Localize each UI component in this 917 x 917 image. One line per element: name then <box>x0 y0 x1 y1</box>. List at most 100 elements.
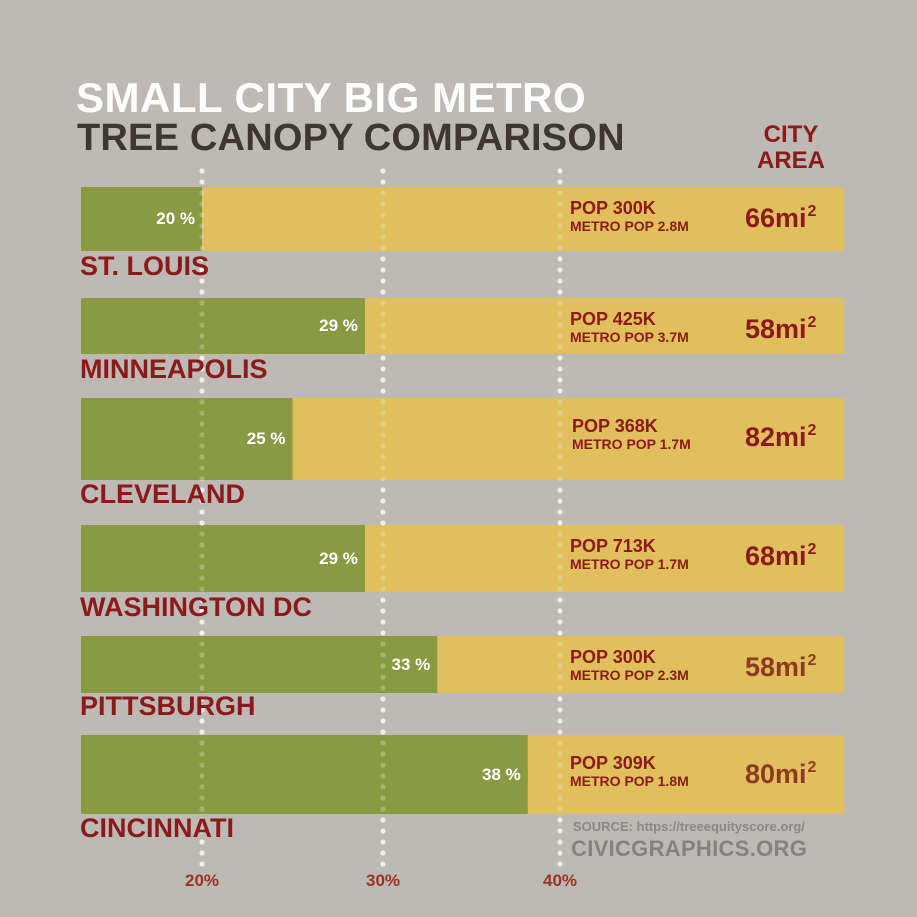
gridline-dot <box>557 729 563 735</box>
gridline-dot <box>199 762 205 768</box>
gridline-dot <box>557 344 563 350</box>
gridline-dot <box>380 300 386 306</box>
bar-canopy-2 <box>81 398 293 480</box>
squared-superscript: 2 <box>807 422 817 439</box>
canopy-value-label: 20 % <box>156 209 195 228</box>
gridline-dot <box>380 861 386 867</box>
gridline-dot <box>199 300 205 306</box>
city-name-label: CLEVELAND <box>80 479 246 509</box>
gridline-dot <box>199 344 205 350</box>
city-population: POP 713K <box>570 536 656 556</box>
source-note: SOURCE: https://treeequityscore.org/ <box>573 819 805 834</box>
gridline-dot <box>380 652 386 658</box>
gridline-dot <box>380 256 386 262</box>
gridline-dot <box>380 564 386 570</box>
gridline-dot <box>380 344 386 350</box>
gridline-dot <box>557 608 563 614</box>
gridline-dot <box>380 520 386 526</box>
bar-canopy-0 <box>81 187 202 251</box>
city-area-number: 68mi <box>745 541 807 571</box>
gridline-dot <box>557 476 563 482</box>
gridline-dot <box>199 509 205 515</box>
bar-canopy-3 <box>81 525 365 592</box>
city-population: POP 300K <box>570 647 656 667</box>
metro-population: METRO POP 1.7M <box>572 436 691 452</box>
gridline-dot <box>557 696 563 702</box>
city-area-number: 82mi <box>745 422 807 452</box>
population-info: POP 300K METRO POP 2.3M <box>570 647 689 683</box>
chart-subtitle: TREE CANOPY COMPARISON <box>77 117 625 159</box>
gridline-dot <box>199 619 205 625</box>
gridline-dot <box>199 773 205 779</box>
gridline-dot <box>380 575 386 581</box>
gridline-dot <box>380 333 386 339</box>
gridline-dot <box>380 531 386 537</box>
gridline-dot <box>557 168 563 174</box>
gridline-dot <box>199 817 205 823</box>
gridline-dot <box>380 685 386 691</box>
gridline-dot <box>557 322 563 328</box>
gridline-dot <box>199 564 205 570</box>
gridline-dot <box>199 223 205 229</box>
gridline-dot <box>557 520 563 526</box>
gridline-dot <box>380 817 386 823</box>
gridline-dot <box>199 707 205 713</box>
gridline-dot <box>199 366 205 372</box>
gridline-dot <box>199 685 205 691</box>
city-area-header-line2: AREA <box>756 147 825 174</box>
city-area-value: 58mi2 <box>745 314 816 345</box>
gridline-dot <box>199 278 205 284</box>
gridline-dot <box>380 399 386 405</box>
gridline-dot <box>557 762 563 768</box>
gridline-dot <box>557 861 563 867</box>
gridline-dot <box>199 498 205 504</box>
gridline-dot <box>380 201 386 207</box>
city-area-value: 82mi2 <box>745 422 816 453</box>
gridline-dot <box>199 597 205 603</box>
gridline-dot <box>199 454 205 460</box>
gridline-dot <box>199 839 205 845</box>
squared-superscript: 2 <box>807 652 817 669</box>
gridline-dot <box>199 674 205 680</box>
gridline-dot <box>557 432 563 438</box>
gridline-dot <box>557 311 563 317</box>
gridline-dot <box>199 465 205 471</box>
gridline-dot <box>199 179 205 185</box>
gridline-dot <box>380 509 386 515</box>
gridline-dot <box>199 828 205 834</box>
gridline-dot <box>557 300 563 306</box>
gridline-dot <box>380 476 386 482</box>
gridline-dot <box>199 212 205 218</box>
city-name-label: PITTSBURGH <box>80 691 256 721</box>
canopy-value-label: 25 % <box>246 429 286 448</box>
city-population: POP 300K <box>570 198 656 218</box>
gridline-dot <box>557 652 563 658</box>
bar-canopy-5 <box>81 735 528 814</box>
gridline-dot <box>557 355 563 361</box>
gridline-dot <box>380 597 386 603</box>
gridline-dot <box>380 289 386 295</box>
gridline-dot <box>380 465 386 471</box>
gridline-dot <box>380 245 386 251</box>
gridline-dot <box>380 190 386 196</box>
squared-superscript: 2 <box>807 203 817 220</box>
gridline-dot <box>199 476 205 482</box>
x-tick-label: 20% <box>184 871 220 890</box>
gridline-dot <box>557 707 563 713</box>
gridline-dot <box>380 850 386 856</box>
gridline-dot <box>557 630 563 636</box>
gridline-dot <box>380 421 386 427</box>
gridline-dot <box>380 586 386 592</box>
gridline-dot <box>557 806 563 812</box>
gridline-dot <box>380 487 386 493</box>
city-population: POP 309K <box>570 753 656 773</box>
gridline-dot <box>557 641 563 647</box>
population-info: POP 300K METRO POP 2.8M <box>570 198 689 234</box>
gridline-dot <box>557 278 563 284</box>
city-area-value: 58mi2 <box>745 652 816 683</box>
gridline-dot <box>199 861 205 867</box>
gridline-dot <box>380 784 386 790</box>
gridline-dot <box>380 696 386 702</box>
gridline-dot <box>557 509 563 515</box>
